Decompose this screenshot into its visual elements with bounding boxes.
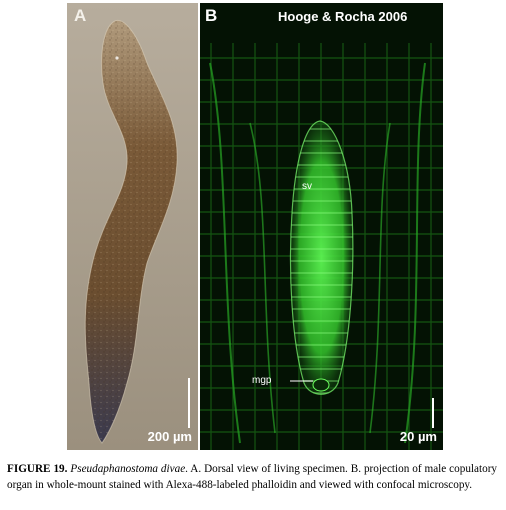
scale-bar-b [432,398,434,428]
scale-bar-a [188,378,190,428]
species-name: Pseudaphanostoma divae [70,463,186,475]
figure-caption: FIGURE 19. Pseudaphanostoma divae. A. Do… [7,461,497,493]
scale-bar-a-label: 200 µm [147,429,192,444]
image-credit: Hooge & Rocha 2006 [278,9,408,24]
label-mgp: mgp [252,375,272,386]
panel-a-letter: A [74,6,87,25]
figure-number: FIGURE 19. [7,463,68,475]
panel-a-micrograph: A 200 µm [67,3,198,450]
specimen-image [67,3,198,450]
caption-text: . A. Dorsal view of living specimen. B. … [7,463,498,491]
panel-b-letter: B [205,6,218,25]
panel-b-confocal: B Hooge & Rocha 2006 sv mgp 20 µm [200,3,443,450]
scale-bar-b-label: 20 µm [399,429,437,444]
label-sv: sv [302,181,312,192]
confocal-image [200,3,443,450]
